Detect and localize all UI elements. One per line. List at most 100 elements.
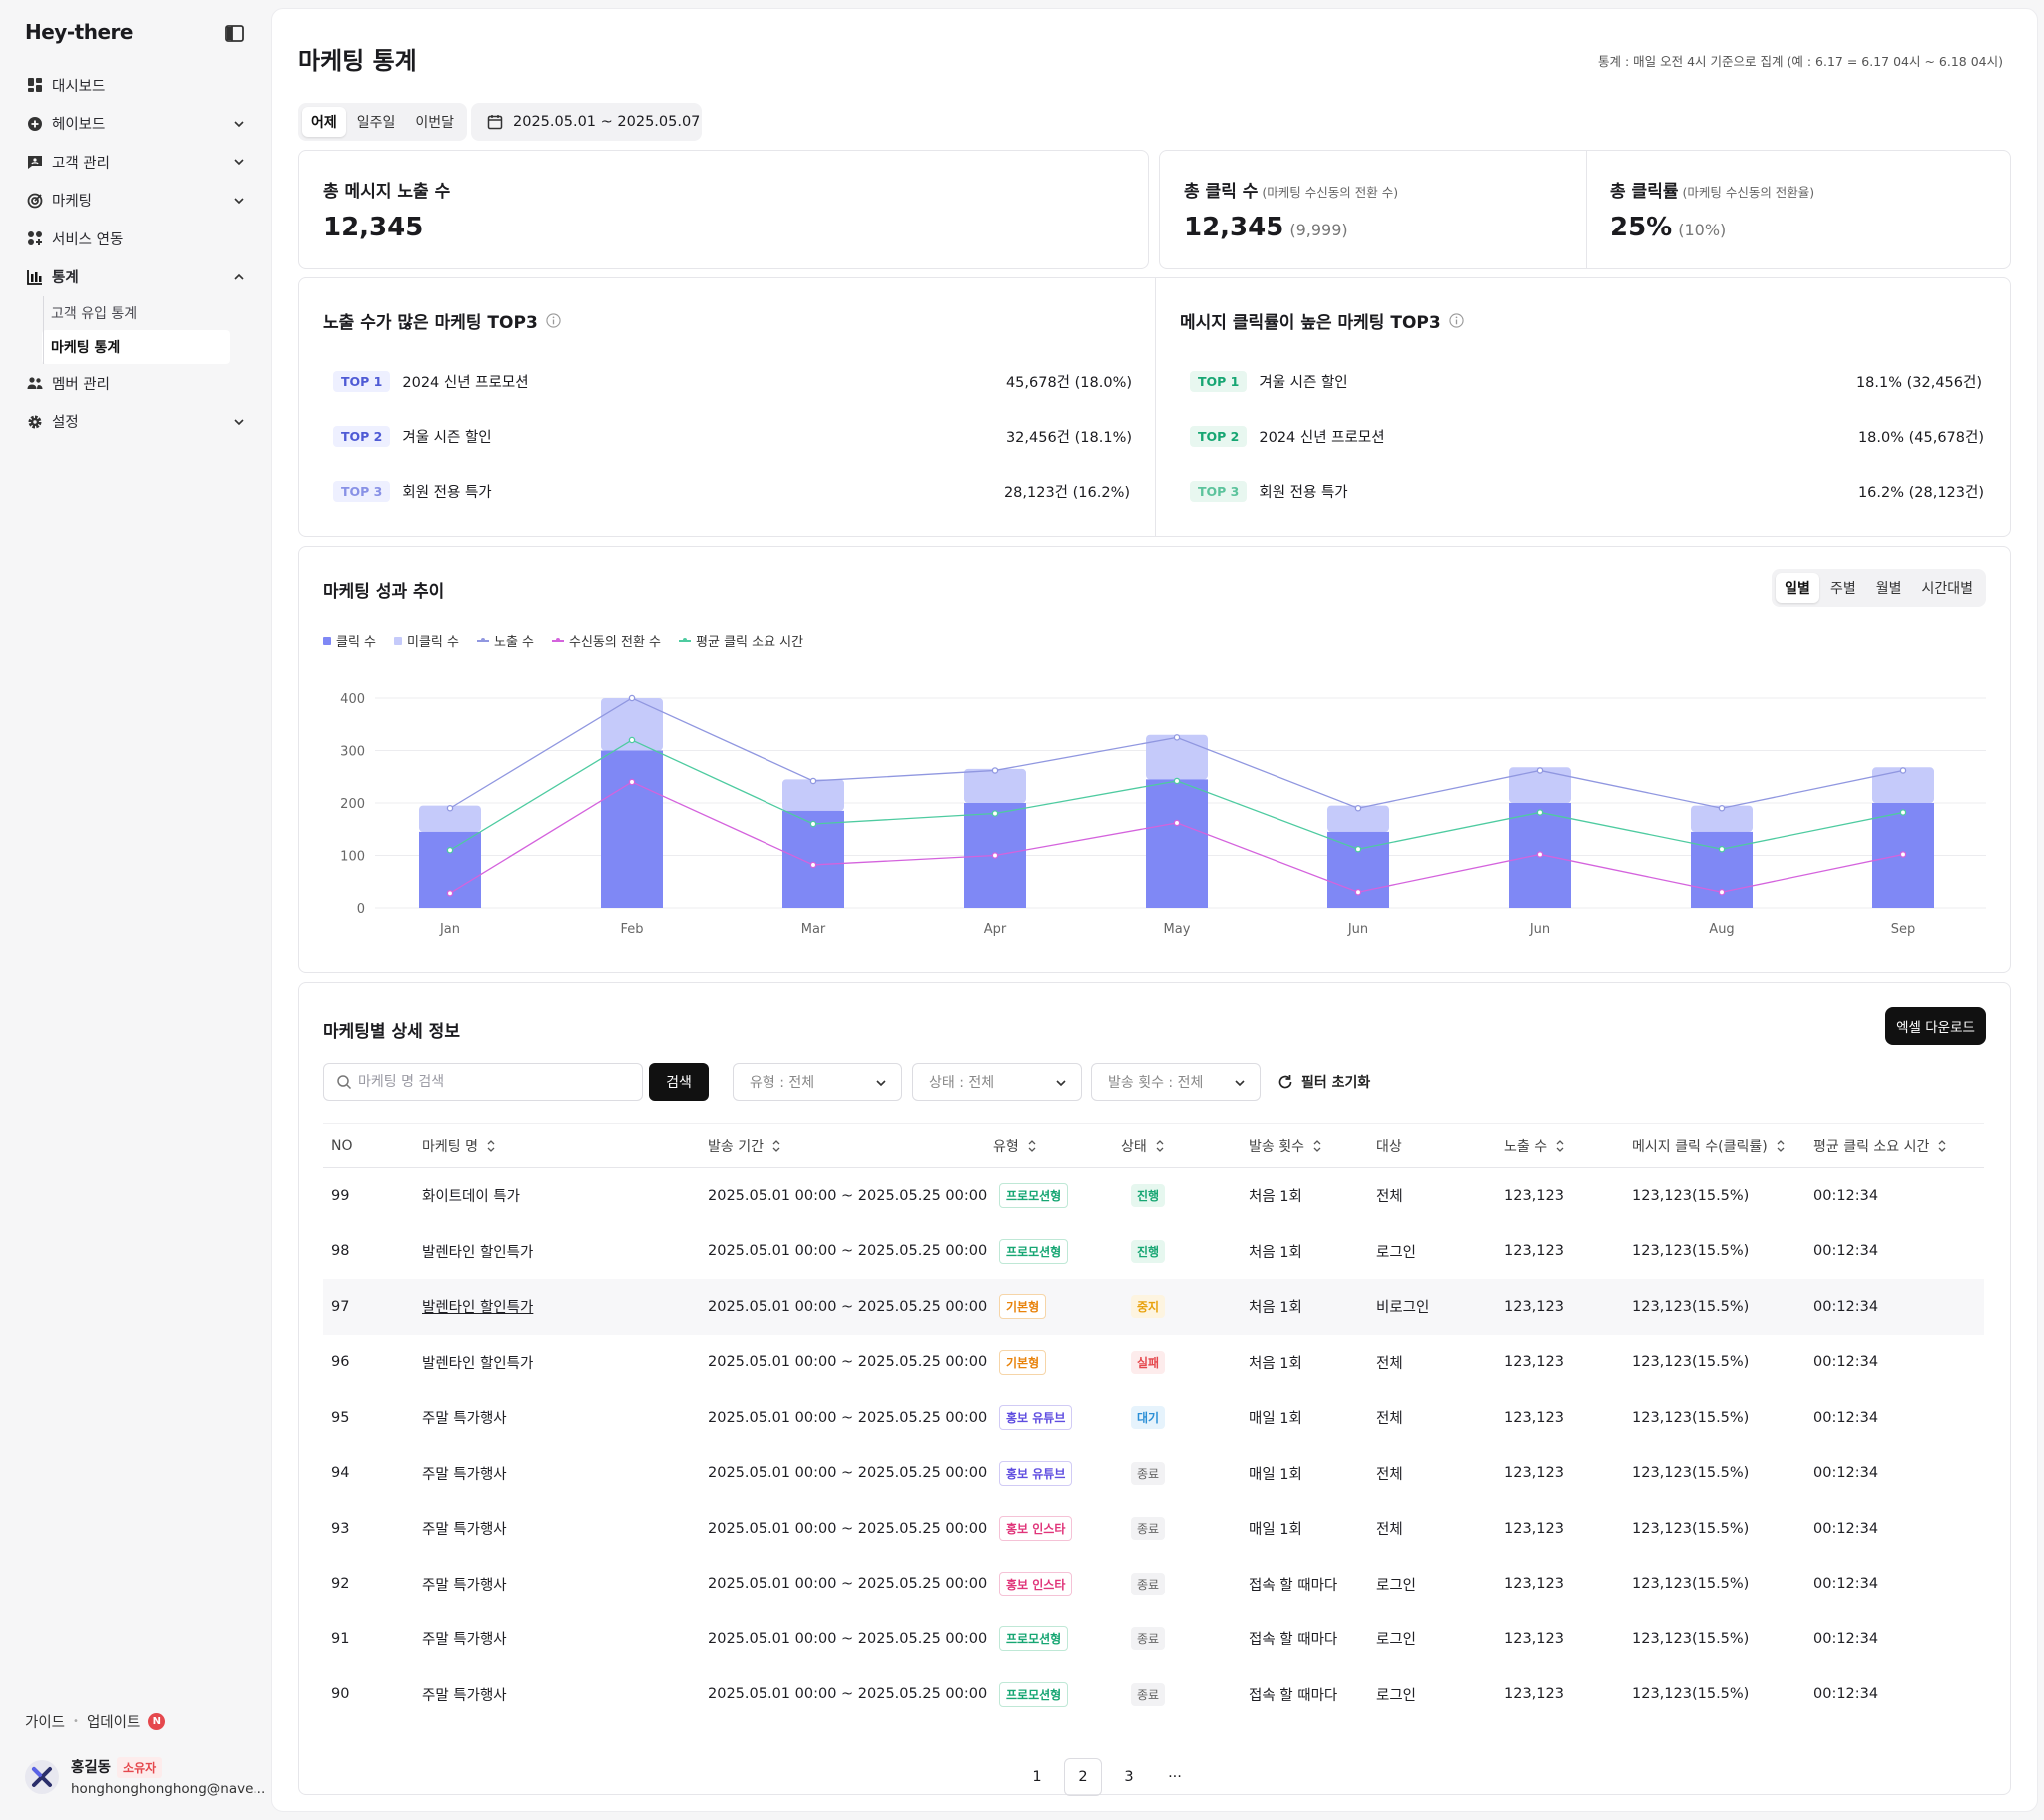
sidebar-item-heyboard[interactable]: 헤이보드 bbox=[16, 105, 256, 144]
type-filter-select[interactable]: 유형 : 전체 bbox=[733, 1063, 902, 1101]
page-1[interactable]: 1 bbox=[1032, 1769, 1042, 1785]
divider bbox=[1155, 278, 1156, 536]
sidebar-subitem-marketing-stats[interactable]: 마케팅 통계 bbox=[42, 330, 230, 364]
cell-target: 전체 bbox=[1376, 1390, 1403, 1446]
app-logo[interactable]: Hey-there bbox=[25, 20, 133, 44]
table-row[interactable]: 96 발렌타인 할인특가 2025.05.01 00:00 ~ 2025.05.25… bbox=[323, 1335, 1984, 1391]
tab-weekly[interactable]: 주별 bbox=[1829, 581, 1856, 597]
tab-monthly[interactable]: 월별 bbox=[1875, 581, 1902, 597]
sidebar-item-integrations[interactable]: 서비스 연동 bbox=[16, 220, 256, 258]
cell-name[interactable]: 발렌타인 할인특가 bbox=[422, 1335, 533, 1391]
sort-icon[interactable] bbox=[1155, 1139, 1165, 1153]
top3-ctr-item[interactable]: TOP 1 겨울 시즌 할인 18.1% (32,456건) bbox=[1190, 366, 1982, 396]
table-row[interactable]: 95 주말 특가행사 2025.05.01 00:00 ~ 2025.05.25 0… bbox=[323, 1390, 1984, 1446]
search-button[interactable]: 검색 bbox=[649, 1063, 709, 1101]
tab-yesterday[interactable]: 어제 bbox=[302, 107, 346, 137]
sort-icon[interactable] bbox=[1555, 1139, 1565, 1153]
avatar bbox=[25, 1759, 59, 1794]
send-count-filter-select[interactable]: 발송 횟수 : 전체 bbox=[1091, 1063, 1261, 1101]
cell-text: 00:12:34 bbox=[1813, 1243, 1879, 1260]
page-2[interactable]: 2 bbox=[1064, 1758, 1102, 1796]
top3-impressions-item[interactable]: TOP 1 2024 신년 프로모션 45,678건 (18.0%) bbox=[333, 366, 1132, 396]
table-row[interactable]: 91 주말 특가행사 2025.05.01 00:00 ~ 2025.05.25 0… bbox=[323, 1611, 1984, 1667]
cell-name[interactable]: 주말 특가행사 bbox=[422, 1557, 507, 1612]
cell-text: 00:12:34 bbox=[1813, 1187, 1879, 1204]
tab-week[interactable]: 일주일 bbox=[356, 115, 396, 131]
search-input[interactable] bbox=[358, 1074, 628, 1090]
sort-icon[interactable] bbox=[1312, 1139, 1322, 1153]
legend-item-impressions[interactable]: 노출 수 bbox=[477, 631, 534, 650]
user-profile[interactable]: 홍길동 소유자 honghonghonghong@nave... bbox=[25, 1756, 265, 1797]
sidebar-item-settings[interactable]: 설정 bbox=[16, 403, 256, 442]
cell-name[interactable]: 주말 특가행사 bbox=[422, 1390, 507, 1446]
table-row[interactable]: 93 주말 특가행사 2025.05.01 00:00 ~ 2025.05.25 0… bbox=[323, 1501, 1984, 1557]
series-point bbox=[628, 694, 636, 702]
cell-name[interactable]: 주말 특가행사 bbox=[422, 1667, 507, 1723]
page-ellipsis[interactable]: ··· bbox=[1168, 1769, 1182, 1785]
sort-icon[interactable] bbox=[1937, 1139, 1947, 1153]
sort-icon[interactable] bbox=[486, 1139, 496, 1153]
sort-icon[interactable] bbox=[771, 1139, 781, 1153]
table-row[interactable]: 90 주말 특가행사 2025.05.01 00:00 ~ 2025.05.25 0… bbox=[323, 1667, 1984, 1723]
cell-no: 94 bbox=[331, 1446, 349, 1502]
top3-impressions-item[interactable]: TOP 3 회원 전용 특가 28,123건 (16.2%) bbox=[333, 476, 1130, 506]
top3-impressions-item[interactable]: TOP 2 겨울 시즌 할인 32,456건 (18.1%) bbox=[333, 421, 1132, 451]
cell-imp: 123,123 bbox=[1504, 1446, 1564, 1502]
column-header[interactable]: 발송 기간 bbox=[708, 1124, 781, 1169]
cell-name[interactable]: 주말 특가행사 bbox=[422, 1501, 507, 1557]
cell-text: 123,123 bbox=[1504, 1354, 1564, 1371]
page-3[interactable]: 3 bbox=[1124, 1769, 1134, 1785]
sidebar-footer-links: 가이드 • 업데이트 N bbox=[25, 1711, 166, 1732]
status-filter-select[interactable]: 상태 : 전체 bbox=[912, 1063, 1082, 1101]
cell-name[interactable]: 발렌타인 할인특가 bbox=[422, 1224, 533, 1280]
info-icon[interactable] bbox=[546, 313, 561, 328]
guide-link[interactable]: 가이드 bbox=[25, 1715, 66, 1731]
cell-name[interactable]: 화이트데이 특가 bbox=[422, 1168, 520, 1224]
cell-text: 00:12:34 bbox=[1813, 1465, 1879, 1482]
table-row[interactable]: 92 주말 특가행사 2025.05.01 00:00 ~ 2025.05.25 0… bbox=[323, 1557, 1984, 1612]
tab-hourly[interactable]: 시간대별 bbox=[1921, 581, 1973, 597]
top3-ctr-item[interactable]: TOP 3 회원 전용 특가 16.2% (28,123건) bbox=[1190, 476, 1984, 506]
sort-icon[interactable] bbox=[1776, 1139, 1786, 1153]
table-row[interactable]: 98 발렌타인 할인특가 2025.05.01 00:00 ~ 2025.05.25… bbox=[323, 1224, 1984, 1280]
column-header[interactable]: 평균 클릭 소요 시간 bbox=[1813, 1124, 1947, 1169]
update-link[interactable]: 업데이트 bbox=[86, 1715, 141, 1731]
sidebar-item-members[interactable]: 멤버 관리 bbox=[16, 364, 256, 403]
table-row[interactable]: 99 화이트데이 특가 2025.05.01 00:00 ~ 2025.05.25 … bbox=[323, 1168, 1984, 1224]
sidebar-item-statistics[interactable]: 통계 bbox=[16, 258, 256, 297]
sidebar-collapse-icon[interactable] bbox=[224, 24, 246, 44]
table-row[interactable]: 97 발렌타인 할인특가 2025.05.01 00:00 ~ 2025.05.25… bbox=[323, 1279, 1984, 1335]
sort-icon[interactable] bbox=[1027, 1139, 1037, 1153]
legend-item-no-clicks[interactable]: 미클릭 수 bbox=[394, 631, 459, 650]
column-header[interactable]: 발송 횟수 bbox=[1249, 1124, 1322, 1169]
cell-no: 91 bbox=[331, 1611, 349, 1667]
column-header[interactable]: 상태 bbox=[1121, 1124, 1165, 1169]
tab-month[interactable]: 이번달 bbox=[415, 115, 455, 131]
cell-name[interactable]: 주말 특가행사 bbox=[422, 1446, 507, 1502]
column-header[interactable]: 메시지 클릭 수(클릭률) bbox=[1632, 1124, 1786, 1169]
top3-ctr-item[interactable]: TOP 2 2024 신년 프로모션 18.0% (45,678건) bbox=[1190, 421, 1984, 451]
marketing-name: 2024 신년 프로모션 bbox=[1259, 429, 1385, 446]
cell-name[interactable]: 주말 특가행사 bbox=[422, 1611, 507, 1667]
excel-download-button[interactable]: 엑셀 다운로드 bbox=[1885, 1007, 1986, 1045]
cell-text: 00:12:34 bbox=[1813, 1576, 1879, 1592]
sidebar-item-marketing[interactable]: 마케팅 bbox=[16, 182, 256, 221]
sidebar-item-dashboard[interactable]: 대시보드 bbox=[16, 66, 256, 105]
sidebar-item-customers[interactable]: 고객 관리 bbox=[16, 143, 256, 182]
dashboard-icon bbox=[26, 76, 44, 94]
info-icon[interactable] bbox=[1449, 313, 1464, 328]
search-field[interactable] bbox=[323, 1063, 643, 1101]
column-header[interactable]: 노출 수 bbox=[1504, 1124, 1565, 1169]
date-range-picker[interactable]: 2025.05.01 ~ 2025.05.07 bbox=[471, 103, 702, 141]
cell-name[interactable]: 발렌타인 할인특가 bbox=[422, 1279, 533, 1335]
table-row[interactable]: 94 주말 특가행사 2025.05.01 00:00 ~ 2025.05.25 0… bbox=[323, 1446, 1984, 1502]
column-header[interactable]: 마케팅 명 bbox=[422, 1124, 496, 1169]
y-tick-label: 100 bbox=[340, 850, 365, 865]
filter-reset-button[interactable]: 필터 초기화 bbox=[1278, 1063, 1370, 1101]
sidebar-subitem-customer-stats[interactable]: 고객 유입 통계 bbox=[51, 306, 138, 322]
tab-daily[interactable]: 일별 bbox=[1776, 573, 1819, 603]
column-header[interactable]: 유형 bbox=[993, 1124, 1037, 1169]
legend-item-conversions[interactable]: 수신동의 전환 수 bbox=[552, 631, 661, 650]
legend-item-avg-time[interactable]: 평균 클릭 소요 시간 bbox=[679, 631, 803, 650]
legend-item-clicks[interactable]: 클릭 수 bbox=[323, 631, 376, 650]
